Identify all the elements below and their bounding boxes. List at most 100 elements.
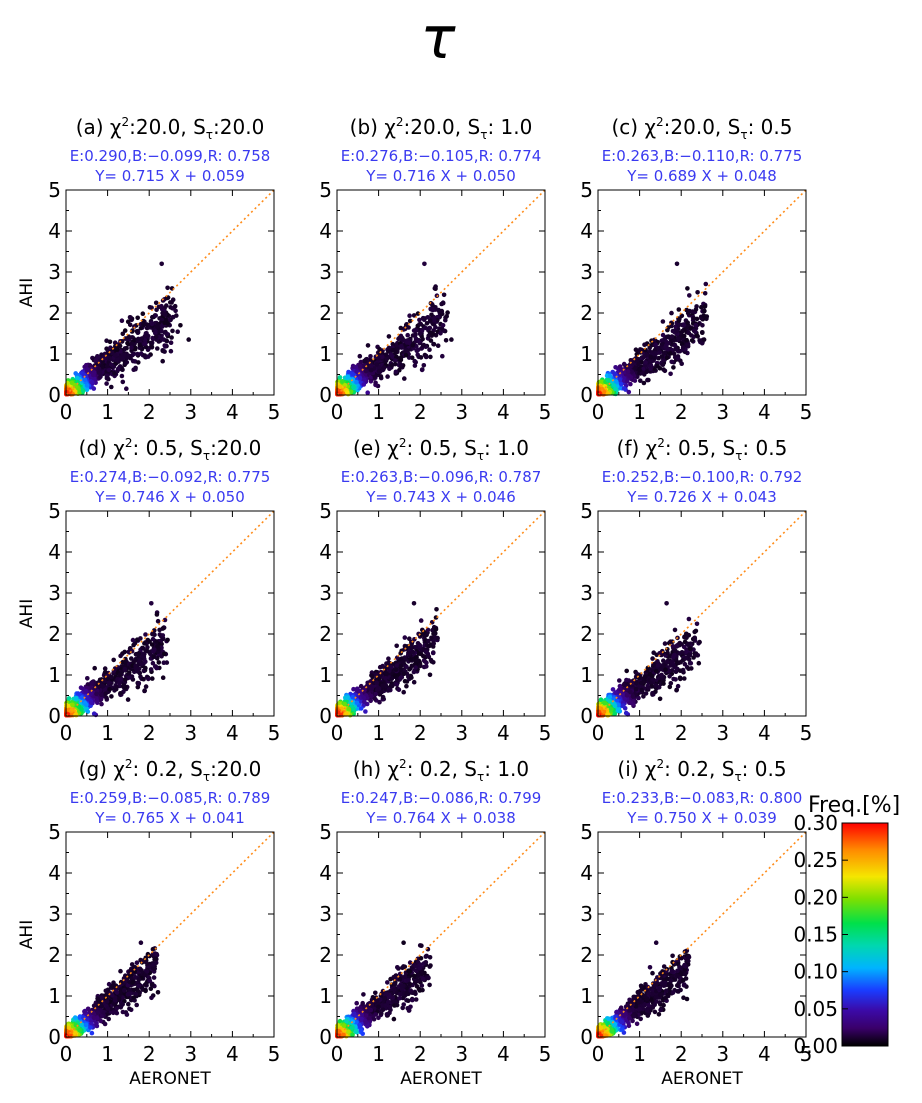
scatter-point [445, 310, 450, 315]
x-tick-label: 0 [331, 721, 344, 745]
scatter-point [684, 337, 689, 343]
scatter-point [91, 372, 96, 378]
scatter-point [440, 323, 446, 328]
scatter-point [91, 711, 97, 716]
scatter-point [168, 348, 174, 354]
x-tick-label: 2 [414, 721, 427, 745]
scatter-point [386, 334, 392, 339]
scatter-point [428, 354, 433, 360]
scatter-point [104, 338, 109, 344]
x-tick-label: 5 [539, 400, 552, 424]
y-tick-label: 3 [319, 581, 332, 605]
scatter-point [66, 696, 72, 701]
scatter-point [691, 328, 697, 334]
scatter-point [106, 367, 112, 373]
y-tick-label: 5 [580, 178, 593, 202]
scatter-point [669, 310, 674, 316]
scatter-point [411, 601, 417, 606]
scatter-point [98, 374, 103, 379]
scatter-point [154, 307, 159, 313]
scatter-point [127, 315, 133, 320]
scatter-point [155, 644, 160, 649]
point-cloud [596, 261, 710, 397]
scatter-point [417, 317, 422, 323]
scatter-point [660, 362, 666, 368]
scatter-point [150, 676, 155, 681]
scatter-point [605, 377, 611, 383]
scatter-point [143, 632, 148, 637]
y-tick-label: 4 [48, 540, 61, 564]
scatter-point [152, 632, 157, 637]
scatter-point [423, 354, 429, 360]
scatter-point [393, 349, 399, 355]
y-tick-label: 0 [48, 383, 61, 407]
scatter-point [626, 389, 632, 395]
scatter-point [124, 360, 129, 365]
x-tick-label: 1 [101, 400, 114, 424]
scatter-point [700, 330, 705, 336]
scatter-point [405, 332, 411, 338]
scatter-point [143, 665, 148, 671]
scatter-point [368, 354, 373, 359]
scatter-point [377, 699, 382, 705]
scatter-point [674, 261, 680, 267]
scatter-point [83, 362, 89, 368]
scatter-point [174, 313, 179, 318]
panel-title: (a) χ2:20.0, Sτ:20.0 [76, 115, 265, 142]
scatter-point [680, 345, 686, 350]
scatter-point [136, 681, 142, 686]
scatter-point [702, 308, 707, 314]
scatter-point [621, 361, 627, 367]
y-tick-label: 5 [319, 178, 332, 202]
point-cloud [335, 261, 454, 397]
scatter-point [431, 641, 437, 646]
scatter-point [374, 680, 380, 685]
scatter-point [401, 689, 407, 695]
scatter-point [357, 353, 363, 359]
scatter-point [368, 693, 374, 699]
scatter-point [128, 355, 133, 361]
x-tick-label: 4 [758, 400, 771, 424]
scatter-point [680, 328, 685, 334]
scatter-point [138, 325, 144, 331]
scatter-point [150, 335, 155, 341]
scatter-point [96, 366, 102, 372]
scatter-point [685, 286, 690, 291]
scatter-point [641, 380, 647, 386]
y-tick-label: 1 [319, 663, 332, 687]
scatter-point [162, 651, 167, 657]
scatter-point [420, 343, 426, 348]
scatter-point [363, 368, 369, 374]
scatter-point [154, 665, 159, 671]
scatter-point [109, 384, 114, 390]
scatter-point [88, 691, 94, 697]
scatter-point [154, 612, 160, 617]
scatter-point [664, 355, 670, 361]
scatter-point [149, 321, 155, 327]
scatter-point [99, 692, 104, 698]
scatter-point [140, 645, 146, 651]
scatter-point [100, 364, 105, 370]
scatter-point [386, 687, 392, 692]
stats-line-2: Y= 0.726 X + 0.043 [626, 488, 777, 506]
y-axis-label: AHI [17, 278, 37, 307]
scatter-point [378, 374, 384, 379]
y-tick-label: 5 [319, 499, 332, 523]
scatter-point [633, 347, 639, 353]
scatter-point [701, 313, 707, 318]
scatter-point [674, 329, 679, 334]
scatter-point [95, 699, 100, 704]
scatter-point [668, 371, 673, 377]
x-tick-label: 4 [226, 400, 239, 424]
scatter-point [425, 315, 431, 320]
scatter-point [368, 367, 374, 373]
x-tick-label: 1 [101, 721, 114, 745]
scatter-point [85, 676, 90, 681]
y-tick-label: 3 [580, 260, 593, 284]
scatter-point [402, 376, 407, 381]
y-tick-label: 2 [580, 301, 593, 325]
scatter-point [423, 649, 429, 654]
scatter-point [365, 343, 371, 348]
point-cloud [64, 601, 170, 718]
scatter-point [414, 658, 420, 663]
